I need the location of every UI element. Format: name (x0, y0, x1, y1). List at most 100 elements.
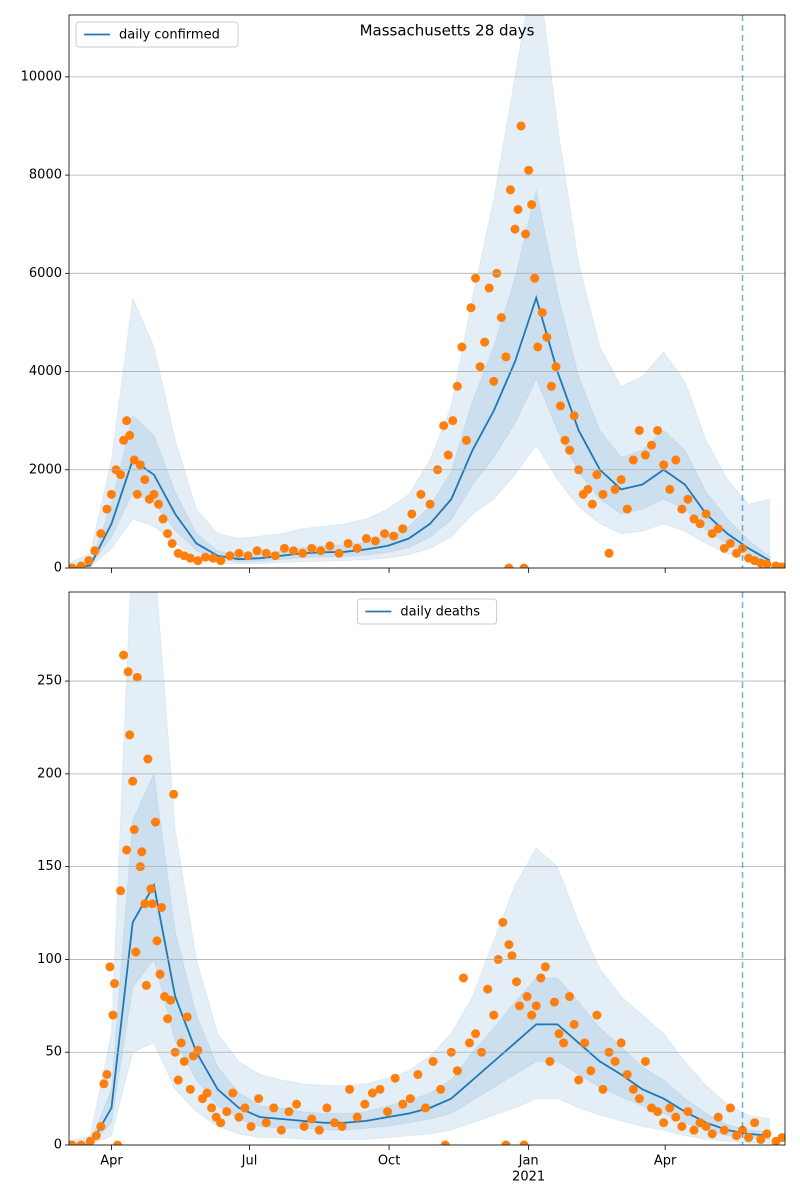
observed-point (510, 224, 520, 234)
observed-point (125, 730, 135, 740)
legend-box (75, 21, 239, 48)
observed-point (653, 425, 663, 435)
observed-point (569, 411, 579, 421)
observed-point (475, 362, 485, 372)
observed-point (185, 1084, 195, 1094)
observed-point (719, 543, 729, 553)
observed-point (343, 538, 353, 548)
observed-point (398, 524, 408, 534)
observed-point (527, 1010, 537, 1020)
observed-point (440, 1140, 450, 1145)
y-tick-label: 250 (37, 674, 62, 689)
observed-point (76, 1140, 86, 1145)
observed-point (261, 548, 271, 558)
observed-point (69, 1140, 77, 1145)
observed-point (76, 561, 86, 568)
observed-point (504, 563, 514, 568)
observed-point (725, 538, 735, 548)
observed-point (498, 917, 508, 927)
observed-point (261, 1118, 271, 1128)
x-tick-label: Oct (378, 1154, 400, 1169)
observed-point (113, 1140, 123, 1145)
observed-point (135, 460, 145, 470)
observed-point (122, 845, 132, 855)
y-tick-label: 6000 (29, 266, 62, 281)
y-tick-label: 150 (37, 859, 62, 874)
observed-point (683, 1107, 693, 1117)
y-tick-label: 10000 (21, 69, 62, 84)
observed-point (85, 1136, 95, 1145)
observed-point (439, 421, 449, 431)
observed-point (665, 1103, 675, 1113)
observed-point (527, 200, 537, 210)
observed-point (123, 667, 133, 677)
observed-point (166, 995, 176, 1005)
observed-point (143, 754, 153, 764)
observed-point (119, 650, 129, 660)
observed-point (519, 1140, 529, 1145)
observed-point (375, 1084, 385, 1094)
observed-point (457, 342, 467, 352)
observed-point (750, 1118, 760, 1128)
observed-point (695, 519, 705, 529)
observed-point (583, 484, 593, 494)
observed-point (489, 1010, 499, 1020)
observed-point (610, 1056, 620, 1066)
observed-point (131, 947, 141, 957)
observed-point (533, 342, 543, 352)
y-tick-label: 100 (37, 952, 62, 967)
observed-point (777, 1133, 785, 1143)
observed-point (96, 1121, 106, 1131)
observed-point (176, 1038, 186, 1048)
observed-point (110, 979, 120, 989)
observed-point (777, 562, 785, 568)
x-tick-label: Apr (654, 1154, 677, 1169)
observed-point (334, 548, 344, 558)
observed-point (416, 489, 426, 499)
observed-point (659, 1118, 669, 1128)
observed-point (158, 514, 168, 524)
observed-point (665, 484, 675, 494)
observed-point (659, 460, 669, 470)
observed-point (185, 553, 195, 563)
observed-point (622, 1069, 632, 1079)
observed-point (150, 817, 160, 827)
observed-point (102, 504, 112, 514)
observed-point (565, 992, 575, 1002)
observed-point (731, 548, 741, 558)
y-tick-label: 0 (54, 561, 62, 576)
observed-point (622, 504, 632, 514)
observed-point (129, 455, 139, 465)
observed-point (243, 551, 253, 561)
observed-point (628, 1084, 638, 1094)
observed-point (713, 1112, 723, 1122)
observed-point (628, 455, 638, 465)
observed-point (480, 337, 490, 347)
observed-point (604, 548, 614, 558)
observed-point (329, 1118, 339, 1128)
observed-point (496, 313, 506, 323)
y-tick-label: 50 (45, 1045, 62, 1060)
y-tick-label: 4000 (29, 364, 62, 379)
observed-point (546, 381, 556, 391)
observed-point (225, 551, 235, 561)
observed-point (316, 546, 326, 556)
observed-point (466, 303, 476, 313)
observed-point (106, 489, 116, 499)
observed-point (671, 1112, 681, 1122)
axes-frame (68, 591, 786, 1146)
observed-point (530, 273, 540, 283)
observed-point (337, 1121, 347, 1131)
observed-point (345, 1084, 355, 1094)
observed-point (108, 1010, 118, 1020)
observed-point (105, 962, 115, 972)
y-tick-label: 0 (54, 1138, 62, 1153)
observed-point (560, 435, 570, 445)
observed-point (284, 1107, 294, 1117)
observed-point (405, 1094, 415, 1104)
observed-point (154, 499, 163, 509)
observed-point (489, 376, 499, 386)
observed-point (592, 470, 602, 480)
observed-point (452, 381, 462, 391)
